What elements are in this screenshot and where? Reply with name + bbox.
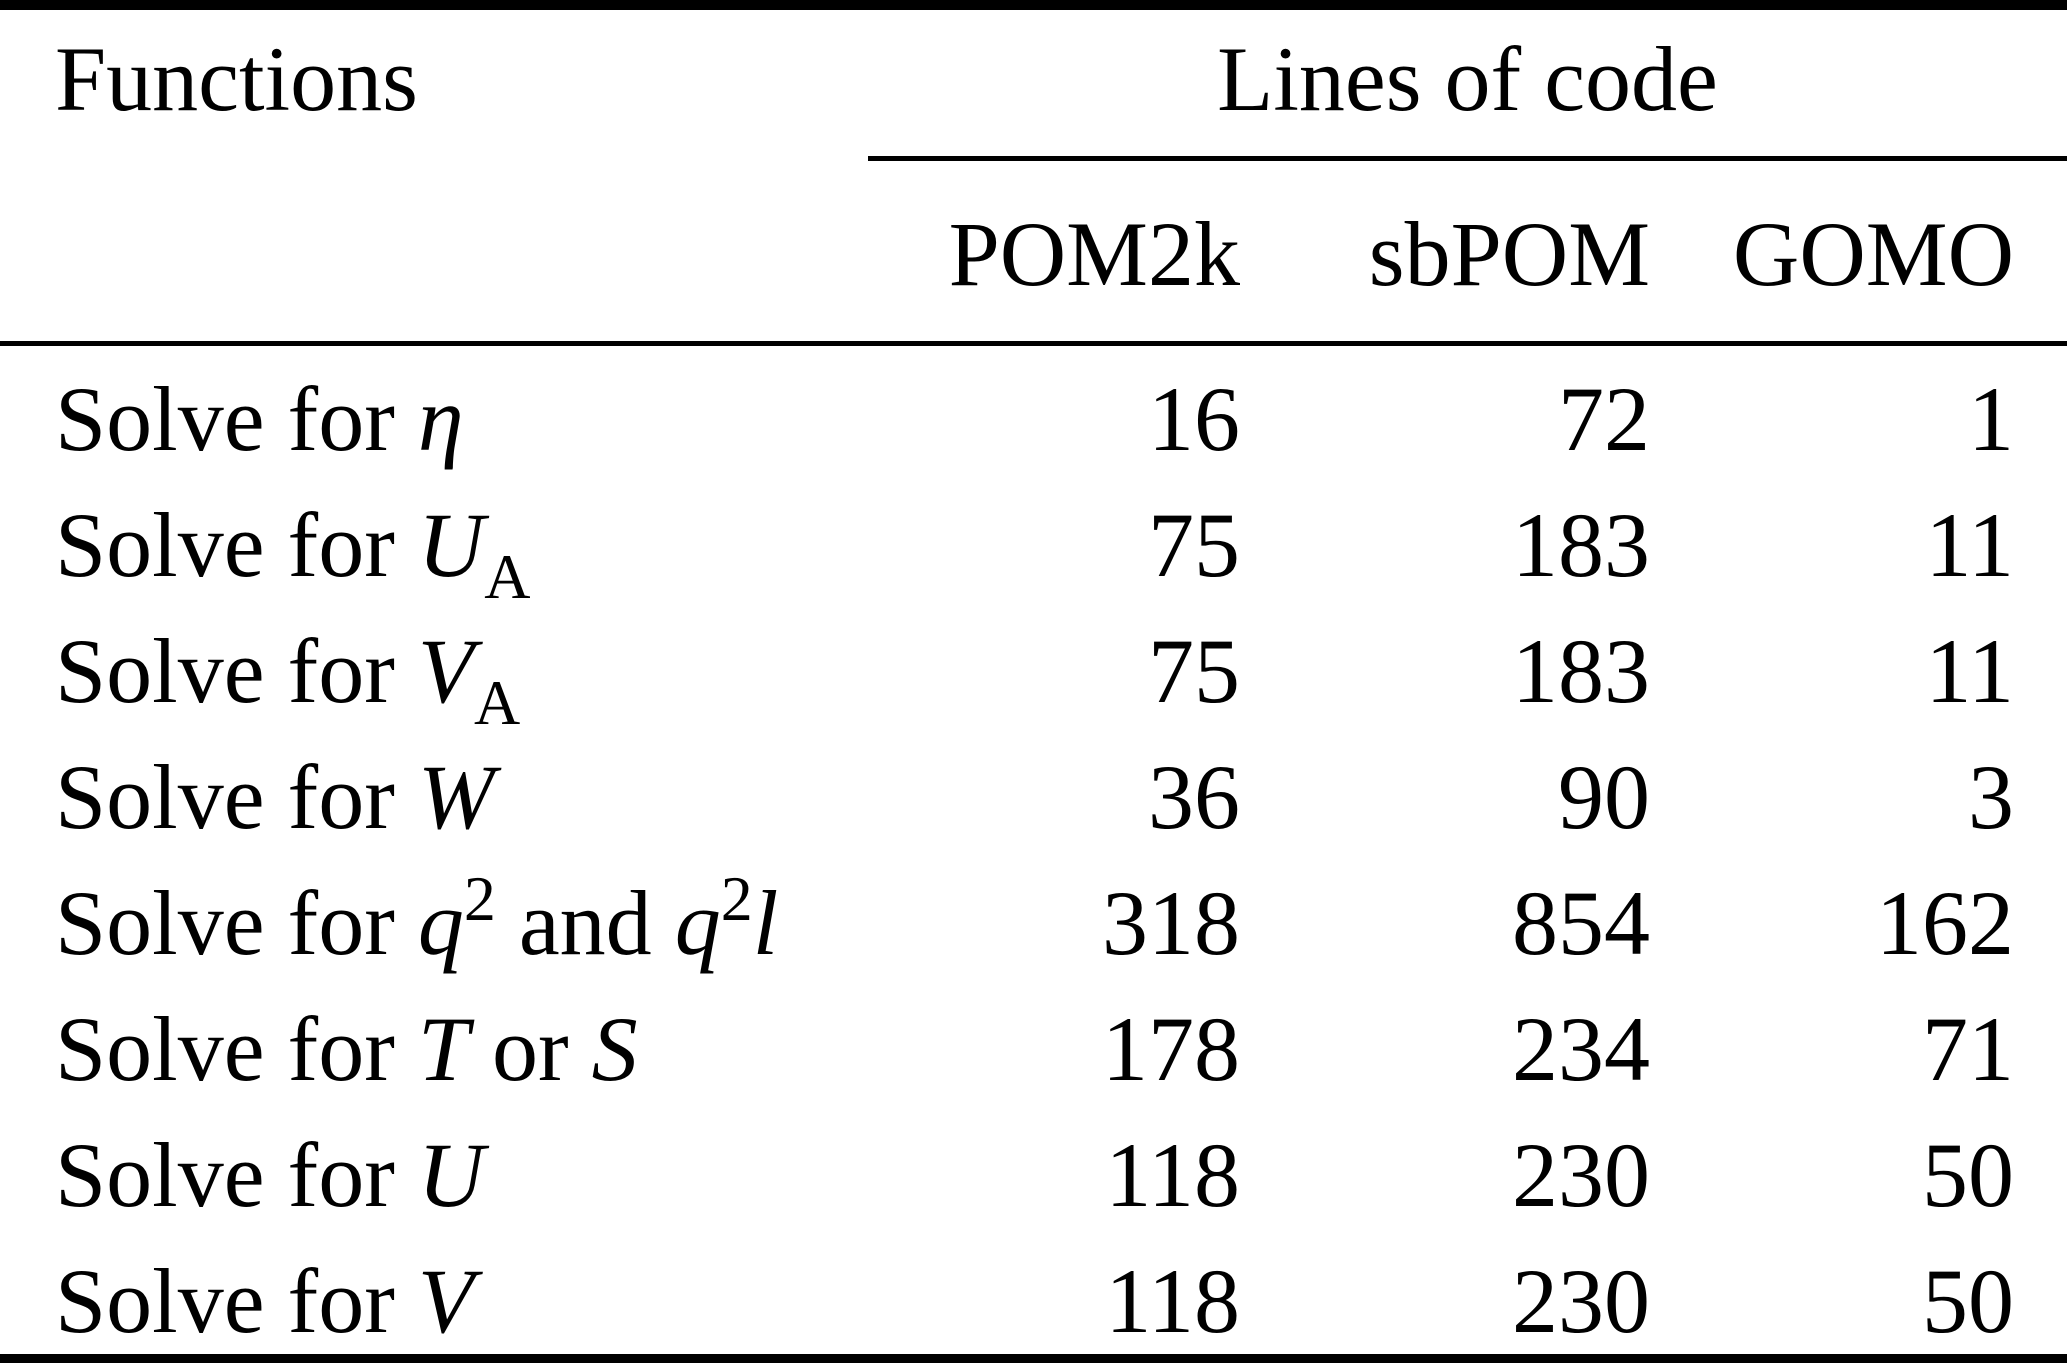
table-row: Solve for UA 75 183 11 bbox=[0, 472, 2067, 612]
cell-value: 50 bbox=[1922, 1250, 2015, 1352]
cell-value: 230 bbox=[1512, 1124, 1650, 1226]
cell-value: 3 bbox=[1968, 746, 2015, 848]
column-header-sbpom: sbPOM bbox=[1293, 161, 1703, 346]
empty-header-cell bbox=[0, 161, 868, 346]
cell-value: 854 bbox=[1512, 872, 1650, 974]
cell-value: 36 bbox=[1148, 746, 1240, 848]
row-label: Solve for η bbox=[55, 368, 464, 470]
row-label: Solve for T or S bbox=[55, 998, 638, 1100]
column-header-pom2k: POM2k bbox=[868, 161, 1293, 346]
cell-value: 118 bbox=[1105, 1124, 1240, 1226]
cell-value: 230 bbox=[1512, 1250, 1650, 1352]
table-row: Solve for W 36 90 3 bbox=[0, 724, 2067, 850]
lines-of-code-group-header: Lines of code bbox=[868, 10, 2067, 161]
table-row: Solve for q2 and q2l 318 854 162 bbox=[0, 850, 2067, 976]
table-row: Solve for η 16 72 1 bbox=[0, 346, 2067, 472]
cell-value: 50 bbox=[1922, 1124, 2015, 1226]
row-label: Solve for q2 and q2l bbox=[55, 863, 779, 975]
group-header-row: Functions Lines of code bbox=[0, 10, 2067, 161]
table-body: Solve for η 16 72 1 Solve for UA 75 183 11 Solve… bbox=[0, 346, 2067, 1354]
cell-value: 183 bbox=[1512, 494, 1650, 596]
cell-value: 16 bbox=[1148, 368, 1240, 470]
functions-column-header: Functions bbox=[55, 28, 418, 130]
cell-value: 183 bbox=[1512, 620, 1650, 722]
cell-value: 75 bbox=[1148, 620, 1240, 722]
table-row: Solve for VA 75 183 11 bbox=[0, 598, 2067, 738]
column-header-row: POM2k sbPOM GOMO bbox=[0, 161, 2067, 346]
row-label: Solve for W bbox=[55, 746, 495, 848]
table-row: Solve for V 118 230 50 bbox=[0, 1228, 2067, 1354]
table-row: Solve for T or S 178 234 71 bbox=[0, 976, 2067, 1102]
cell-value: 178 bbox=[1102, 998, 1240, 1100]
column-header-gomo: GOMO bbox=[1703, 161, 2067, 346]
cell-value: 11 bbox=[1925, 494, 2015, 596]
cell-value: 234 bbox=[1512, 998, 1650, 1100]
row-label: Solve for VA bbox=[55, 620, 521, 738]
cell-value: 72 bbox=[1558, 368, 1650, 470]
cell-value: 1 bbox=[1968, 368, 2015, 470]
cell-value: 162 bbox=[1876, 872, 2015, 974]
cell-value: 318 bbox=[1102, 872, 1240, 974]
cell-value: 118 bbox=[1105, 1250, 1240, 1352]
cell-value: 71 bbox=[1922, 998, 2015, 1100]
row-label: Solve for UA bbox=[55, 494, 531, 612]
cell-value: 90 bbox=[1558, 746, 1650, 848]
row-label: Solve for U bbox=[55, 1124, 485, 1226]
table-row: Solve for U 118 230 50 bbox=[0, 1102, 2067, 1228]
cell-value: 11 bbox=[1925, 620, 2015, 722]
cell-value: 75 bbox=[1148, 494, 1240, 596]
row-label: Solve for V bbox=[55, 1250, 475, 1352]
